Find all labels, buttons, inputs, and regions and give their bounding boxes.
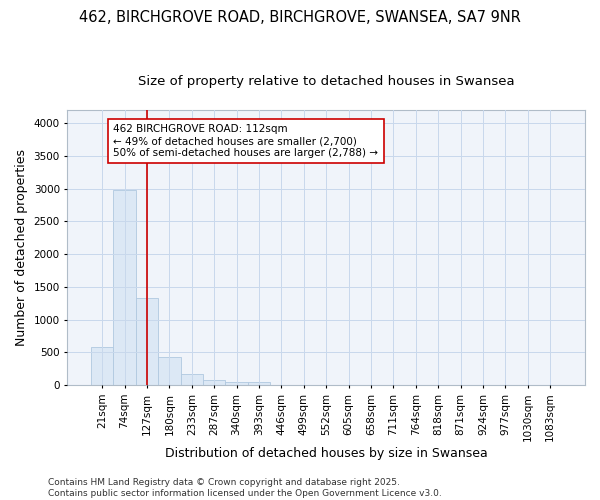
Bar — [136, 298, 158, 385]
Y-axis label: Number of detached properties: Number of detached properties — [15, 149, 28, 346]
Bar — [248, 382, 270, 385]
X-axis label: Distribution of detached houses by size in Swansea: Distribution of detached houses by size … — [165, 447, 488, 460]
Text: Contains HM Land Registry data © Crown copyright and database right 2025.
Contai: Contains HM Land Registry data © Crown c… — [48, 478, 442, 498]
Bar — [203, 380, 226, 385]
Bar — [91, 346, 113, 385]
Bar — [181, 374, 203, 385]
Bar — [158, 358, 181, 385]
Bar — [226, 382, 248, 385]
Bar — [113, 190, 136, 385]
Title: Size of property relative to detached houses in Swansea: Size of property relative to detached ho… — [138, 75, 515, 88]
Text: 462 BIRCHGROVE ROAD: 112sqm
← 49% of detached houses are smaller (2,700)
50% of : 462 BIRCHGROVE ROAD: 112sqm ← 49% of det… — [113, 124, 379, 158]
Text: 462, BIRCHGROVE ROAD, BIRCHGROVE, SWANSEA, SA7 9NR: 462, BIRCHGROVE ROAD, BIRCHGROVE, SWANSE… — [79, 10, 521, 25]
